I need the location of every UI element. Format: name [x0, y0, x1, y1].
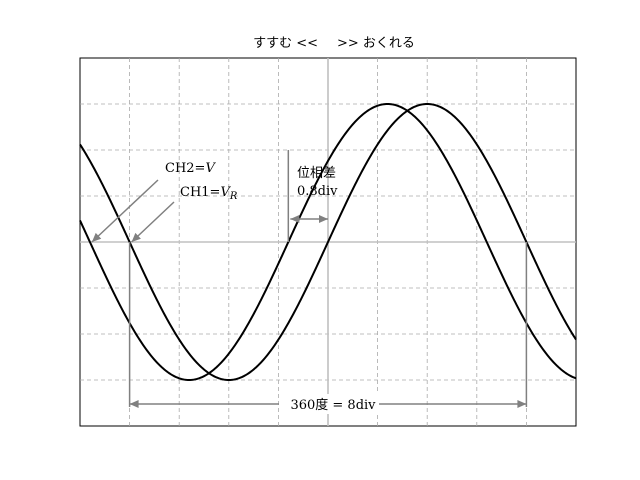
ch2-variable: V — [205, 161, 216, 176]
ch1-pointer-arrow-head — [131, 232, 141, 242]
advance-label: すすむ << — [253, 36, 318, 51]
ch1-variable: V — [220, 185, 231, 200]
ch2-prefix: CH2= — [165, 161, 205, 176]
period-arrow-head — [517, 400, 527, 408]
ch2-pointer-arrow-head — [91, 232, 102, 242]
ch2-label: CH2=V — [165, 161, 216, 176]
ch2-pointer-arrow — [91, 179, 159, 243]
period-arrow-tail — [129, 400, 139, 408]
waveform-trace-2 — [79, 102, 577, 382]
ch1-pointer-arrow — [131, 201, 175, 243]
ch1-prefix: CH1= — [180, 185, 220, 200]
phase-title: 位相差 — [297, 166, 336, 181]
phase-difference-arrow-tail — [290, 215, 300, 223]
phase-difference-arrow-head — [319, 215, 328, 223]
period-label-bg — [279, 394, 379, 414]
ch1-label: CH1=VR — [180, 185, 238, 202]
lag-label: >> おくれる — [337, 36, 415, 51]
waveform-traces — [79, 102, 577, 382]
period-label: 360度 = 8div — [290, 397, 376, 413]
waveform-trace-1 — [79, 102, 577, 382]
ch1-subscript: R — [229, 191, 238, 202]
phase-value: 0.8div — [297, 184, 338, 199]
